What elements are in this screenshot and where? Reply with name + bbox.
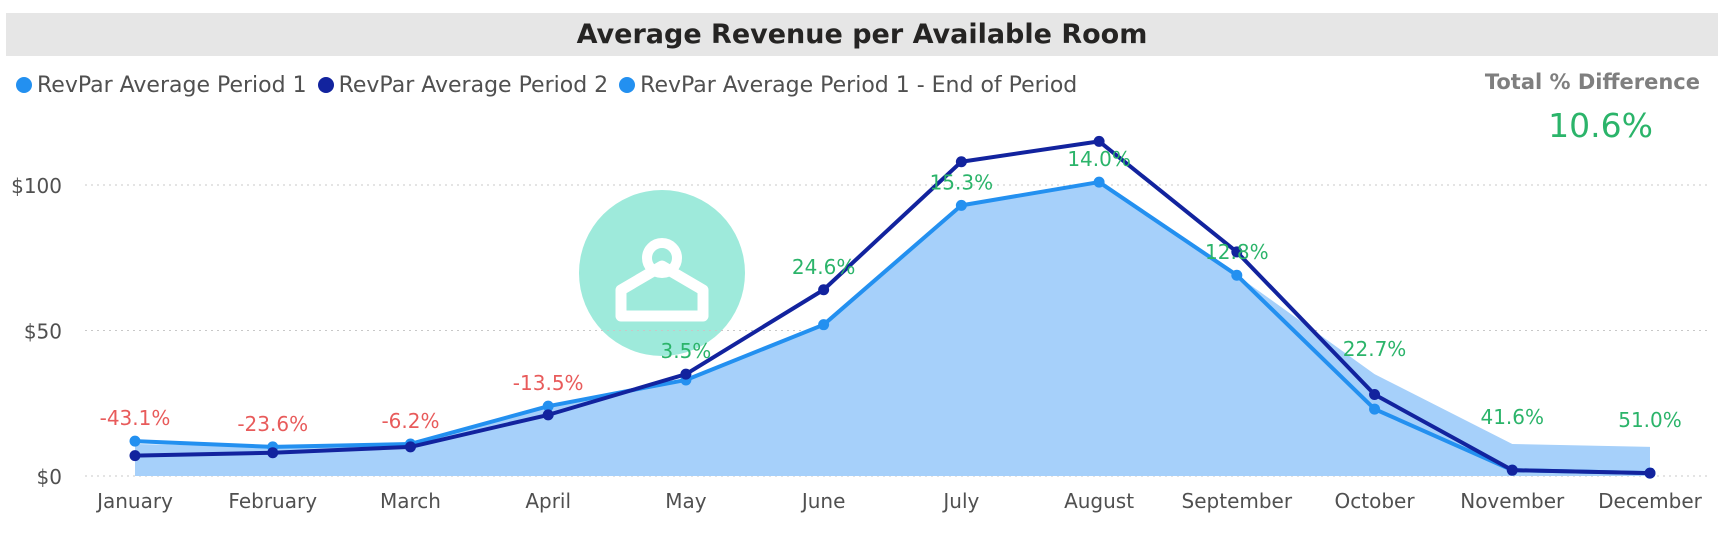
data-label: -6.2% — [381, 409, 439, 433]
y-tick-label: $50 — [24, 320, 62, 344]
x-tick-label: December — [1598, 489, 1702, 513]
legend: RevPar Average Period 1 RevPar Average P… — [16, 70, 1088, 100]
x-tick-label: July — [941, 489, 979, 513]
y-tick-label: $100 — [11, 174, 62, 198]
x-tick-label: November — [1460, 489, 1565, 513]
data-label: 14.0% — [1067, 147, 1131, 171]
line-period-2-point — [818, 284, 830, 296]
kpi-label: Total % Difference — [1484, 70, 1700, 94]
data-label: 22.7% — [1343, 337, 1407, 361]
chart-title-bar: Average Revenue per Available Room — [6, 13, 1718, 56]
legend-dot-end-of-period — [619, 77, 636, 93]
kpi-value: 10.6% — [1548, 106, 1653, 145]
line-period-2-point — [1231, 246, 1243, 258]
y-tick-label: $0 — [37, 465, 62, 489]
data-label: 41.6% — [1480, 405, 1544, 429]
line-period-1-point — [955, 199, 967, 211]
x-tick-label: January — [95, 489, 173, 513]
data-label: 3.5% — [661, 339, 712, 363]
legend-item-period-2[interactable]: RevPar Average Period 2 — [317, 72, 609, 98]
x-tick-label: October — [1335, 489, 1416, 513]
line-period-2-point — [1369, 389, 1381, 401]
x-tick-label: April — [525, 489, 571, 513]
x-tick-label: August — [1064, 489, 1134, 513]
data-label: 51.0% — [1618, 408, 1682, 432]
x-tick-label: June — [800, 489, 846, 513]
x-tick-label: September — [1182, 489, 1293, 513]
legend-label-end-of-period: RevPar Average Period 1 - End of Period — [640, 72, 1078, 98]
line-period-2-point — [1506, 464, 1518, 476]
line-period-2-point — [542, 409, 554, 421]
data-label: -23.6% — [237, 412, 308, 436]
legend-dot-period-2 — [317, 77, 334, 93]
line-period-1 — [134, 180, 1651, 476]
data-label: 12.8% — [1205, 240, 1269, 264]
legend-dot-period-1 — [16, 77, 32, 93]
data-label: -13.5% — [513, 371, 584, 395]
line-period-2-point — [1644, 467, 1656, 479]
line-period-2-point — [955, 156, 967, 168]
house-icon — [615, 238, 709, 322]
line-period-1-point — [1231, 269, 1243, 281]
x-tick-label: March — [380, 489, 441, 513]
line-period-2-point — [267, 447, 279, 459]
line-period-1-point — [1093, 176, 1105, 188]
line-period-1-point — [1369, 403, 1381, 415]
legend-label-period-2: RevPar Average Period 2 — [338, 72, 609, 98]
x-tick-label: February — [228, 489, 317, 513]
legend-item-end-of-period[interactable]: RevPar Average Period 1 - End of Period — [619, 73, 1077, 98]
line-period-2-point — [129, 450, 141, 462]
line-period-2-point — [680, 368, 692, 380]
line-period-1-point — [129, 435, 141, 447]
area-end-of-period — [135, 182, 1650, 476]
watermark-logo-circle — [579, 190, 745, 356]
line-period-2-point — [1093, 135, 1105, 147]
chart-title: Average Revenue per Available Room — [576, 19, 1148, 50]
x-tick-label: May — [665, 489, 707, 513]
legend-item-period-1[interactable]: RevPar Average Period 1 — [16, 73, 307, 98]
line-period-1-point — [542, 400, 554, 412]
line-period-2-point — [404, 441, 416, 453]
legend-label-period-1: RevPar Average Period 1 — [37, 72, 307, 98]
data-label: 24.6% — [792, 255, 856, 279]
data-label: -43.1% — [100, 406, 171, 430]
line-period-2 — [134, 139, 1651, 476]
data-label: 15.3% — [930, 170, 994, 194]
line-period-1-point — [818, 319, 830, 331]
